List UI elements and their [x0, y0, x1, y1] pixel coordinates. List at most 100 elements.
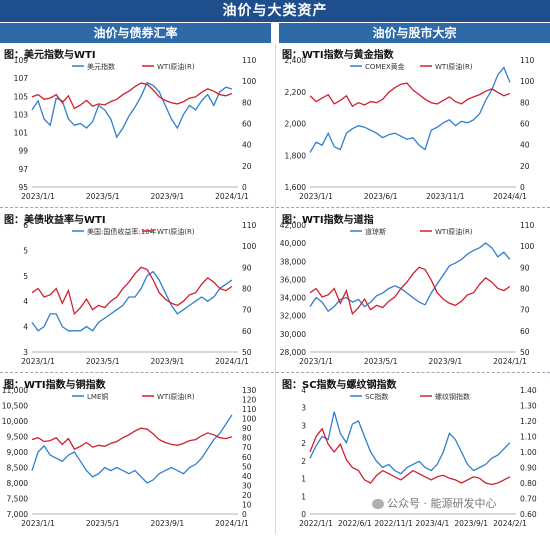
y-left-tick-label: 28,000 [280, 348, 306, 357]
wechat-icon [372, 499, 384, 509]
y-right-tick-label: 60 [242, 120, 252, 129]
legend-label: 道琼斯 [365, 227, 386, 236]
y-left-tick-label: 7,500 [7, 495, 29, 504]
legend-label: WTI原油(R) [157, 62, 195, 71]
y-right-tick-label: 70 [242, 306, 252, 315]
legend-label: SC指数 [365, 392, 388, 401]
x-tick-label: 2022/6/1 [338, 519, 372, 528]
y-right-tick-label: 1.00 [520, 448, 537, 457]
chart-title: 图：WTI指数与黄金指数 [282, 50, 394, 61]
x-tick-label: 2023/9/1 [150, 519, 184, 528]
x-tick-label: 2024/2/1 [493, 519, 527, 528]
x-tick-label: 2023/11/1 [426, 192, 465, 201]
series-line [309, 82, 511, 108]
legend-label: LME铜 [87, 392, 108, 401]
y-left-tick-label: 2 [301, 457, 306, 466]
y-right-tick-label: 80 [242, 98, 252, 107]
y-right-tick-label: 70 [242, 443, 252, 452]
x-tick-label: 2024/4/1 [493, 192, 527, 201]
chart-svg: 1,600 1,800 2,000 2,200 2,400 0 20 40 60 80 100 110… [285, 56, 535, 201]
chart-panel-treasury-wti: 图：美债收益率与WTI 3 4 4 5 5 6 50 60 70 80 90 100 110 2023/1… [0, 209, 272, 372]
right-section-header: 油价与股市大宗 [279, 23, 550, 43]
y-right-tick-label: 110 [520, 56, 535, 65]
y-right-tick-label: 90 [520, 263, 530, 272]
y-right-tick-label: 0.90 [520, 464, 537, 473]
y-left-tick-label: 1 [301, 475, 306, 484]
chart-panel-sc-rebar: 图：SC指数与螺纹钢指数 0 1 1 2 2 3 3 4 0.60 0.70 0.80 0.90 1.0… [278, 374, 550, 537]
column-divider [275, 44, 276, 534]
y-right-tick-label: 90 [242, 424, 252, 433]
chart-svg: 3 4 4 5 5 6 50 60 70 80 90 100 110 2023/1/1 2023/5/1 20… [21, 221, 257, 366]
y-left-tick-label: 9,500 [7, 433, 29, 442]
watermark-text: 公众号 · 能源研发中心 [387, 497, 497, 510]
left-section-header: 油价与债券汇率 [0, 23, 271, 43]
y-right-tick-label: 0 [242, 510, 247, 519]
y-left-tick-label: 101 [14, 129, 29, 138]
y-right-tick-label: 80 [520, 98, 530, 107]
y-left-tick-label: 36,000 [280, 275, 306, 284]
x-tick-label: 2024/1/1 [215, 357, 249, 366]
y-left-tick-label: 2,200 [285, 88, 307, 97]
y-right-tick-label: 0.80 [520, 479, 537, 488]
chart-svg: 0 1 1 2 2 3 3 4 0.60 0.70 0.80 0.90 1.00 1.10 1.20 1.30… [299, 386, 537, 528]
y-right-tick-label: 30 [242, 481, 252, 490]
y-left-tick-label: 2,400 [285, 56, 307, 65]
row-divider-2 [0, 372, 550, 373]
y-left-tick-label: 8,500 [7, 464, 29, 473]
y-right-tick-label: 10 [242, 500, 252, 509]
y-left-tick-label: 38,000 [280, 257, 306, 266]
x-tick-label: 2024/1/1 [215, 519, 249, 528]
x-tick-label: 2023/9/1 [428, 357, 462, 366]
x-tick-label: 2024/1/1 [215, 192, 249, 201]
y-right-tick-label: 110 [242, 405, 257, 414]
y-right-tick-label: 0.60 [520, 510, 537, 519]
x-tick-label: 2023/6/1 [364, 192, 398, 201]
y-right-tick-label: 120 [242, 396, 257, 405]
chart-title: 图：美债收益率与WTI [4, 215, 106, 226]
x-tick-label: 2023/9/1 [150, 192, 184, 201]
chart-title: 图：SC指数与螺纹钢指数 [282, 380, 397, 391]
legend-label: 美元指数 [87, 62, 115, 71]
legend-label: WTI原油(R) [157, 227, 195, 236]
y-left-tick-label: 5 [23, 246, 28, 255]
y-right-tick-label: 110 [242, 56, 257, 65]
legend-label: COMEX黄金 [365, 62, 405, 71]
legend-label: WTI原油(R) [435, 62, 473, 71]
x-tick-label: 2024/1/1 [493, 357, 527, 366]
x-tick-label: 2023/1/1 [299, 357, 333, 366]
y-right-tick-label: 1.20 [520, 417, 537, 426]
y-left-tick-label: 7,000 [7, 510, 29, 519]
y-left-tick-label: 42,000 [280, 221, 306, 230]
y-left-tick-label: 32,000 [280, 312, 306, 321]
y-left-tick-label: 30,000 [280, 330, 306, 339]
y-right-tick-label: 40 [520, 141, 530, 150]
y-right-tick-label: 100 [520, 77, 535, 86]
series-line [31, 82, 233, 110]
y-right-tick-label: 100 [242, 77, 257, 86]
series-line [31, 427, 233, 450]
y-left-tick-label: 107 [14, 74, 29, 83]
y-right-tick-label: 20 [242, 162, 252, 171]
x-tick-label: 2023/1/1 [21, 192, 55, 201]
y-left-tick-label: 40,000 [280, 239, 306, 248]
y-right-tick-label: 110 [242, 221, 257, 230]
y-left-tick-label: 0 [301, 510, 306, 519]
page-title: 油价与大类资产 [0, 0, 550, 22]
y-right-tick-label: 60 [242, 453, 252, 462]
series-line [309, 427, 511, 486]
x-tick-label: 2023/9/1 [454, 519, 488, 528]
x-tick-label: 2023/5/1 [86, 192, 120, 201]
chart-svg: 95 97 99 101 103 105 107 109 0 20 40 60 80 100 110 2023… [14, 56, 257, 201]
y-right-tick-label: 1.30 [520, 402, 537, 411]
y-right-tick-label: 130 [242, 386, 257, 395]
x-tick-label: 2023/5/1 [86, 519, 120, 528]
y-right-tick-label: 60 [520, 120, 530, 129]
x-tick-label: 2023/1/1 [21, 357, 55, 366]
y-left-tick-label: 11,000 [2, 386, 28, 395]
x-tick-label: 2023/4/1 [416, 519, 450, 528]
y-left-tick-label: 4 [23, 297, 28, 306]
y-right-tick-label: 40 [242, 141, 252, 150]
y-right-tick-label: 0 [242, 183, 247, 192]
y-left-tick-label: 103 [14, 110, 29, 119]
series-line [309, 411, 511, 475]
